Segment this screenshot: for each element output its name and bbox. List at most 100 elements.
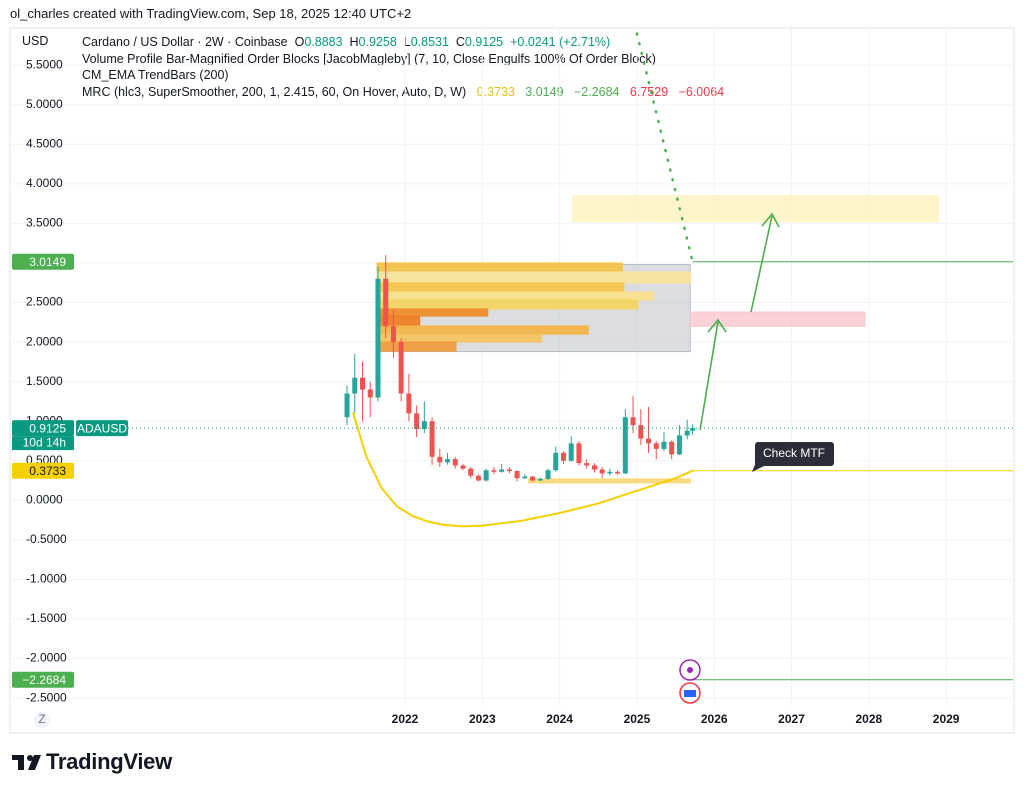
- candle-body: [560, 452, 566, 461]
- candle-body: [630, 417, 636, 426]
- volume-profile-bar: [376, 271, 691, 284]
- candle-body: [591, 465, 597, 470]
- y-tick-label: 4.5000: [26, 136, 63, 150]
- zoom-icon: Z: [38, 712, 45, 726]
- price-badge: [12, 253, 74, 270]
- candle-body: [483, 470, 489, 481]
- indicator-line: MRC (hlc3, SuperSmoother, 200, 1, 2.415,…: [82, 84, 724, 100]
- volume-profile-bar: [376, 333, 542, 343]
- symbol-badge: [76, 420, 128, 437]
- candle-body: [568, 443, 574, 461]
- x-tick-label: 2022: [392, 712, 419, 726]
- currency-label: USD: [22, 34, 49, 48]
- ohlc-value: 0.9258: [358, 35, 397, 49]
- y-tick-label: 2.5000: [26, 295, 63, 309]
- y-tick-label: -2.5000: [26, 690, 67, 704]
- logo-mark: [27, 755, 33, 761]
- volume-profile-bar: [376, 282, 625, 293]
- price-badge-label: 0.9125: [29, 421, 66, 435]
- candle-body: [615, 471, 621, 474]
- ohlc-key: H: [349, 35, 359, 49]
- volume-profile-bar: [376, 291, 654, 301]
- y-tick-label: 3.5000: [26, 216, 63, 230]
- volume-profile-bar: [376, 341, 457, 352]
- candle-body: [367, 389, 373, 398]
- candle-body: [414, 413, 420, 430]
- candle-body: [653, 443, 659, 449]
- indicator-line: Volume Profile Bar-Magnified Order Block…: [82, 52, 656, 66]
- candle-body: [398, 342, 404, 394]
- x-tick-label: 2024: [546, 712, 573, 726]
- candle-body: [599, 469, 605, 474]
- indicator-value: 6.7529: [629, 85, 669, 99]
- candle-body: [638, 425, 644, 439]
- flag-icon: [684, 690, 696, 697]
- indicator-value: −6.0064: [678, 85, 725, 99]
- arrow: [750, 215, 773, 313]
- zone: [572, 195, 939, 223]
- ohlc-key: C: [455, 35, 465, 49]
- logo-mark: [18, 755, 24, 770]
- y-tick-label: 1.5000: [26, 374, 63, 388]
- candle-body: [375, 278, 381, 398]
- arrow-head: [761, 212, 780, 228]
- candle-body: [530, 476, 536, 481]
- volume-profile-bar: [376, 262, 623, 273]
- candle-body: [545, 470, 551, 479]
- event-icon-dot: [687, 667, 693, 673]
- candle-body: [468, 468, 474, 476]
- candle-body: [452, 459, 458, 466]
- candle-body: [576, 443, 582, 464]
- y-tick-label: 5.5000: [26, 57, 63, 71]
- volume-profile-bar: [376, 325, 589, 335]
- attribution: ol_charles created with TradingView.com,…: [10, 6, 412, 21]
- candle-body: [460, 465, 466, 469]
- overlay-line: [352, 412, 694, 528]
- x-tick-label: 2025: [624, 712, 651, 726]
- candle-body: [537, 478, 543, 481]
- x-tick-label: 2027: [778, 712, 805, 726]
- candle-body: [584, 463, 590, 466]
- chart-frame: [9, 27, 1015, 734]
- brand: TradingView: [46, 749, 172, 774]
- ohlc-value: 0.8883: [304, 35, 343, 49]
- change: +0.0241 (+2.71%): [510, 35, 611, 49]
- ohlc-value: 0.9125: [464, 35, 504, 49]
- annotations: Check MTF Z: [34, 212, 834, 728]
- candle-body: [390, 326, 396, 343]
- countdown: 10d 14h: [23, 435, 66, 449]
- candle-body: [406, 393, 412, 414]
- zoom-button[interactable]: [34, 712, 50, 728]
- y-tick-label: -1.5000: [26, 611, 67, 625]
- candle-body: [421, 421, 427, 430]
- plot: 2022 2023 2024 2025 2026 2027 2028 2029 5.5000 5.…: [10, 28, 1013, 726]
- volume-profile-bar: [376, 299, 639, 310]
- y-tick-label: 5.0000: [26, 97, 63, 111]
- ohlc-key: L: [403, 35, 411, 49]
- candle-body: [676, 435, 682, 455]
- candle-body: [646, 438, 652, 444]
- callout-box: [755, 442, 834, 466]
- candle-body: [344, 393, 350, 418]
- logo-mark: [28, 755, 41, 770]
- candle-body: [429, 421, 435, 457]
- candle-body: [684, 430, 690, 436]
- candle-body: [499, 469, 505, 472]
- candle-body: [359, 377, 365, 390]
- candle-body: [661, 441, 667, 449]
- candle-body: [669, 441, 675, 455]
- candle-body: [514, 471, 520, 479]
- indicator-value: −2.2684: [573, 85, 620, 99]
- zone: [689, 311, 866, 327]
- x-tick-label: 2029: [933, 712, 960, 726]
- symbol-tag: ADAUSD: [77, 421, 127, 435]
- y-tick-label: -1.0000: [26, 572, 67, 586]
- y-tick-label: -2.0000: [26, 651, 67, 665]
- symbol: Cardano / US Dollar · 2W · Coinbase: [82, 35, 288, 49]
- candle-body: [475, 475, 481, 481]
- price-badge-label: −2.2684: [22, 673, 66, 687]
- x-tick-label: 2028: [855, 712, 882, 726]
- y-tick-label: 2.0000: [26, 334, 63, 348]
- countdown-badge: [12, 436, 74, 451]
